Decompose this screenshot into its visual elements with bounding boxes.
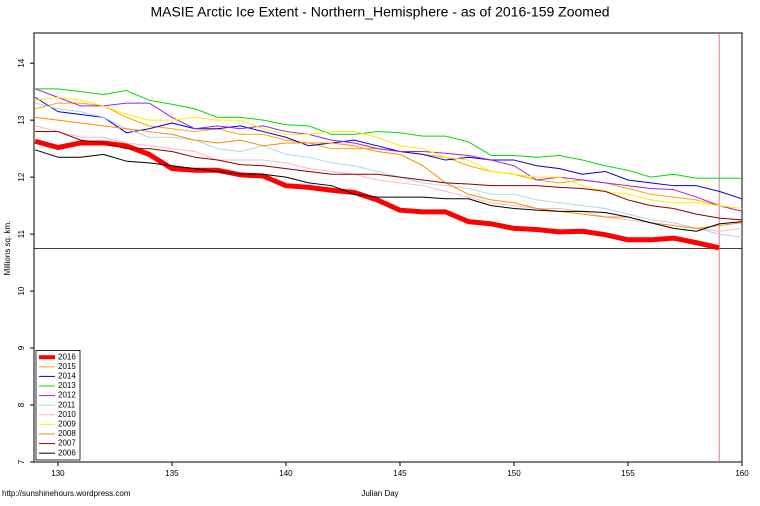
y-tick-label: 9	[17, 345, 26, 350]
series-line	[34, 149, 743, 232]
y-tick-label: 13	[17, 115, 26, 124]
legend-label: 2011	[58, 400, 76, 409]
series-line	[35, 102, 743, 238]
y-tick-label: 8	[17, 402, 26, 407]
x-tick-label: 150	[507, 469, 521, 478]
series-line	[35, 131, 743, 221]
x-tick-label: 155	[621, 469, 635, 478]
y-tick-label: 12	[17, 172, 26, 181]
series-line	[35, 125, 743, 232]
legend-label: 2014	[58, 372, 76, 381]
series-line	[35, 102, 743, 212]
x-tick-label: 160	[735, 469, 749, 478]
series-line	[35, 96, 743, 209]
legend-label: 2007	[58, 439, 76, 448]
x-tick-label: 140	[279, 469, 293, 478]
y-axis-label: Millions sq. km.	[3, 221, 12, 276]
x-tick-label: 130	[51, 469, 65, 478]
x-tick-label: 145	[393, 469, 407, 478]
series-line	[35, 88, 742, 179]
legend-label: 2009	[58, 420, 76, 429]
series-line	[34, 88, 743, 212]
legend-label: 2016	[58, 352, 76, 361]
y-tick-label: 7	[17, 459, 26, 464]
y-tick-label: 10	[17, 286, 26, 295]
x-tick-label: 135	[165, 469, 179, 478]
x-axis-label: Julian Day	[361, 489, 398, 498]
legend-label: 2010	[58, 410, 76, 419]
legend-label: 2008	[58, 429, 76, 438]
y-tick-label: 11	[17, 229, 26, 238]
plot-frame	[33, 32, 743, 463]
legend-label: 2013	[58, 381, 76, 390]
series-line	[34, 138, 720, 251]
legend-label: 2015	[58, 362, 76, 371]
series-line	[34, 96, 743, 200]
series-line	[35, 116, 743, 229]
legend-label: 2006	[58, 448, 76, 457]
footer: http://sunshinehours.wordpress.com	[2, 489, 131, 498]
legend-label: 2012	[58, 391, 76, 400]
y-tick-label: 14	[17, 58, 26, 67]
chart-title: MASIE Arctic Ice Extent - Northern_Hemis…	[150, 4, 609, 20]
